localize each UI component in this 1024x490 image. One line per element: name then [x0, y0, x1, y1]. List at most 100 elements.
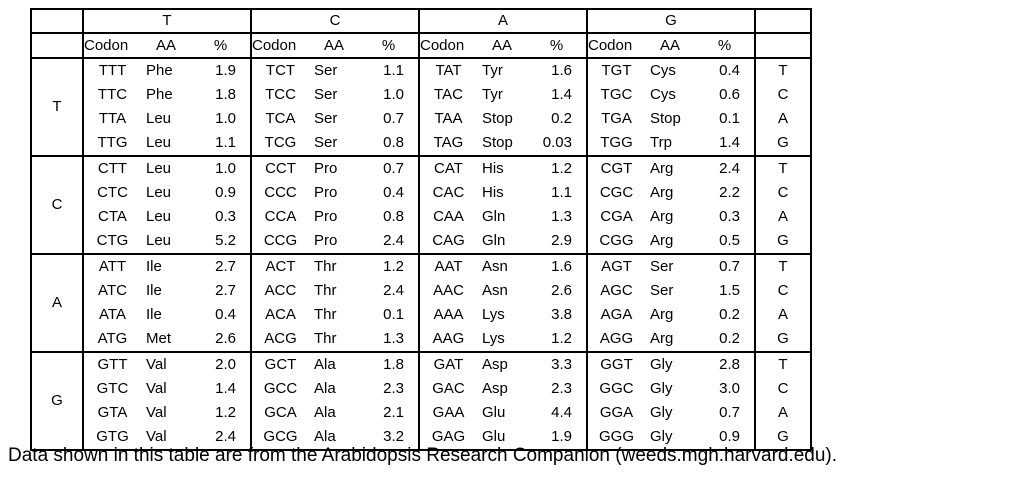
codon-cell: GCT [250, 352, 309, 377]
codon-header: Codon [586, 33, 645, 59]
codon-cell: ACA [250, 303, 309, 327]
third-base-label: G [754, 327, 811, 353]
corner-cell [31, 33, 83, 59]
aa-cell: Stop [482, 110, 513, 127]
codon-cell: CTG [82, 229, 141, 255]
codon-cell: ACC [250, 279, 309, 303]
codon-cell: AGC [586, 279, 645, 303]
aa-cell: Tyr [482, 86, 503, 103]
percent-cell: 1.4 [695, 131, 755, 157]
column-group-T: T [82, 9, 251, 34]
percent-cell: 0.3 [719, 208, 740, 225]
percent-cell: 1.1 [383, 62, 404, 79]
codon-row: A ATT Ile 2.7 ACT Thr 1.2 AAT Asn 1.6 AGT Ser 0.7 T [31, 254, 811, 353]
codon-cell: GCA [250, 401, 309, 425]
percent-cell: 3.0 [719, 380, 740, 397]
aa-header: AA [309, 33, 359, 59]
aa-cell: Stop [650, 110, 681, 127]
codon-cell: TTT [82, 58, 141, 83]
aa-cell: Val [146, 404, 167, 421]
percent-cell: 1.6 [551, 62, 572, 79]
percent-cell: 0.7 [719, 258, 740, 275]
aa-cell: Cys [650, 86, 676, 103]
aa-cell: Arg [645, 327, 695, 353]
percent-cell: 0.9 [215, 184, 236, 201]
codon-cell: TCT [250, 58, 309, 83]
aa-cell: Gly [650, 356, 673, 373]
percent-cell: 1.1 [551, 184, 572, 201]
codon-row: T TTT Phe 1.9 TCT Ser 1.1 TAT Tyr 1.6 TGT Cys 0.4 T [31, 58, 811, 157]
column-group-G: G [586, 9, 755, 34]
percent-cell: 2.8 [719, 356, 740, 373]
percent-cell: 1.8 [215, 86, 236, 103]
codon-cell: CCA [250, 205, 309, 229]
codon-cell: ACG [250, 327, 309, 353]
percent-cell: 0.2 [719, 306, 740, 323]
third-base-label: A [754, 205, 811, 229]
aa-cell: Trp [645, 131, 695, 157]
codon-cell: TGA [586, 107, 645, 131]
aa-cell: Ile [146, 258, 162, 275]
aa-cell: Ile [146, 282, 162, 299]
percent-cell: 1.2 [383, 258, 404, 275]
codon-cell: GAT [418, 352, 477, 377]
aa-cell: Stop [477, 131, 527, 157]
codon-cell: ATT [82, 254, 141, 279]
codon-cell: CAC [418, 181, 477, 205]
aa-cell: Ala [314, 380, 336, 397]
percent-header: % [695, 33, 755, 59]
percent-cell: 3.3 [551, 356, 572, 373]
aa-cell: Leu [141, 229, 191, 255]
codon-cell: CGT [586, 156, 645, 181]
aa-cell: Ser [650, 282, 674, 299]
codon-cell: GTT [82, 352, 141, 377]
percent-cell: 0.4 [719, 62, 740, 79]
percent-cell: 0.5 [695, 229, 755, 255]
aa-cell: Leu [146, 208, 172, 225]
codon-cell: GAG [418, 425, 477, 451]
aa-header: AA [477, 33, 527, 59]
third-base-label: T [754, 58, 811, 83]
aa-cell: Gly [650, 404, 673, 421]
percent-cell: 1.2 [551, 160, 572, 177]
aa-cell: Glu [477, 425, 527, 451]
percent-cell: 4.4 [551, 404, 572, 421]
percent-cell: 0.9 [695, 425, 755, 451]
percent-cell: 0.7 [383, 160, 404, 177]
percent-cell: 5.2 [191, 229, 251, 255]
percent-cell: 2.6 [551, 282, 572, 299]
percent-cell: 2.1 [383, 404, 404, 421]
percent-cell: 1.3 [551, 208, 572, 225]
aa-cell: Ala [314, 404, 336, 421]
codon-cell: AAC [418, 279, 477, 303]
codon-cell: TTG [82, 131, 141, 157]
percent-cell: 0.3 [215, 208, 236, 225]
third-base-label: A [754, 107, 811, 131]
percent-cell: 1.0 [215, 110, 236, 127]
codon-cell: CGG [586, 229, 645, 255]
aa-cell: Asp [482, 380, 508, 397]
aa-cell: Leu [146, 160, 172, 177]
codon-cell: AGA [586, 303, 645, 327]
aa-cell: Thr [314, 258, 337, 275]
codon-header: Codon [418, 33, 477, 59]
aa-cell: Arg [650, 306, 674, 323]
aa-cell: Leu [141, 131, 191, 157]
aa-cell: Thr [314, 282, 337, 299]
corner-cell [31, 9, 83, 34]
percent-cell: 0.4 [215, 306, 236, 323]
codon-cell: CGC [586, 181, 645, 205]
aa-cell: Cys [650, 62, 676, 79]
aa-cell: His [482, 160, 504, 177]
column-group-A: A [418, 9, 587, 34]
codon-cell: GGT [586, 352, 645, 377]
third-base-label: T [754, 352, 811, 377]
codon-cell: TAC [418, 83, 477, 107]
codon-cell: CAA [418, 205, 477, 229]
percent-cell: 1.4 [551, 86, 572, 103]
third-base-label: G [754, 229, 811, 255]
aa-cell: Met [141, 327, 191, 353]
codon-cell: TGC [586, 83, 645, 107]
aa-cell: Thr [314, 306, 337, 323]
row-group-label: T [31, 58, 83, 157]
